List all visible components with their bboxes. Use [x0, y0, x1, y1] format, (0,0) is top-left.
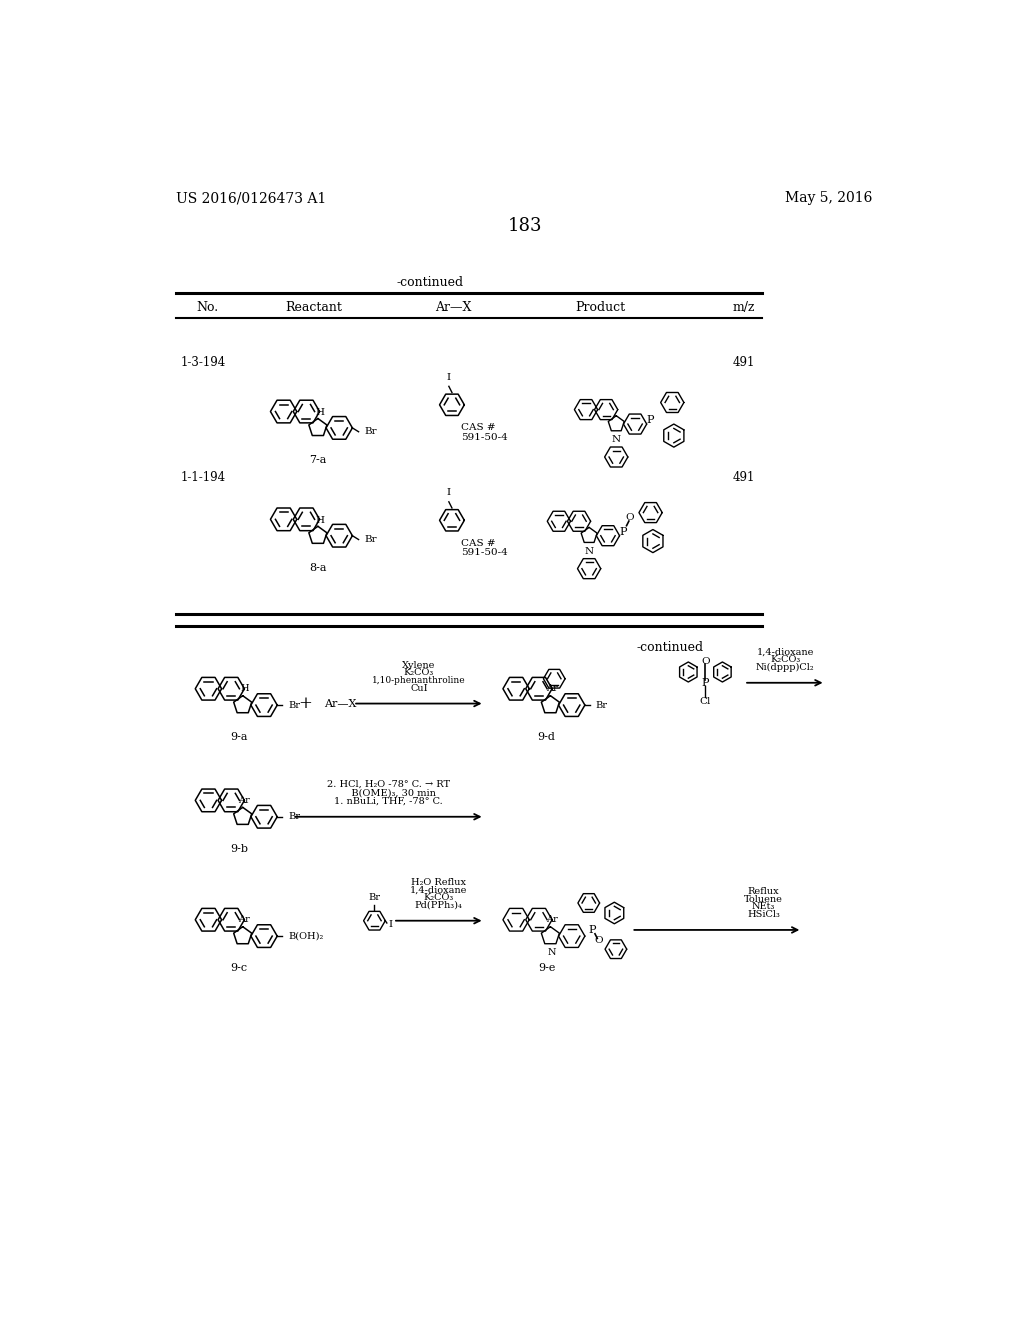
Text: O: O — [626, 513, 634, 523]
Text: P: P — [701, 677, 710, 688]
Text: Product: Product — [575, 301, 626, 314]
Text: m/z: m/z — [733, 301, 756, 314]
Text: -continued: -continued — [396, 276, 464, 289]
Text: Ar—X: Ar—X — [324, 698, 356, 709]
Text: 1,10-phenanthroline: 1,10-phenanthroline — [372, 676, 466, 685]
Text: Br: Br — [369, 894, 381, 903]
Text: Br: Br — [596, 701, 607, 710]
Text: 1. nBuLi, THF, -78° C.: 1. nBuLi, THF, -78° C. — [334, 797, 443, 807]
Text: Toluene: Toluene — [744, 895, 783, 904]
Text: P: P — [589, 925, 596, 935]
Text: 9-e: 9-e — [538, 964, 555, 973]
Text: Ar: Ar — [239, 915, 250, 924]
Text: 9-b: 9-b — [229, 843, 248, 854]
Text: N: N — [548, 948, 556, 957]
Text: H: H — [315, 516, 325, 525]
Text: 1-1-194: 1-1-194 — [180, 471, 226, 484]
Text: Ni(dppp)Cl₂: Ni(dppp)Cl₂ — [756, 663, 814, 672]
Text: 491: 491 — [733, 356, 756, 370]
Text: 9-c: 9-c — [230, 964, 248, 973]
Text: K₂CO₃: K₂CO₃ — [424, 894, 454, 903]
Text: Br: Br — [288, 812, 300, 821]
Text: Xylene: Xylene — [402, 661, 435, 669]
Text: Ar: Ar — [239, 796, 250, 805]
Text: I: I — [446, 372, 451, 381]
Text: Br: Br — [365, 535, 378, 544]
Text: Reflux: Reflux — [748, 887, 779, 896]
Text: N: N — [611, 436, 621, 445]
Text: NEt₃: NEt₃ — [752, 903, 775, 911]
Text: 9-a: 9-a — [230, 733, 248, 742]
Text: 8-a: 8-a — [309, 564, 327, 573]
Text: B(OH)₂: B(OH)₂ — [288, 932, 324, 941]
Text: 9-d: 9-d — [538, 733, 555, 742]
Text: B(OME)₃, 30 min: B(OME)₃, 30 min — [342, 788, 435, 797]
Text: 1-3-194: 1-3-194 — [180, 356, 226, 370]
Text: O: O — [595, 936, 603, 945]
Text: May 5, 2016: May 5, 2016 — [784, 191, 872, 206]
Text: CAS #: CAS # — [461, 539, 496, 548]
Text: K₂CO₃: K₂CO₃ — [770, 655, 801, 664]
Text: 2. HCl, H₂O -78° C. → RT: 2. HCl, H₂O -78° C. → RT — [327, 780, 451, 789]
Text: I: I — [446, 488, 451, 498]
Text: No.: No. — [197, 301, 218, 314]
Text: US 2016/0126473 A1: US 2016/0126473 A1 — [176, 191, 327, 206]
Text: H: H — [315, 408, 325, 417]
Text: H₂O Reflux: H₂O Reflux — [412, 878, 466, 887]
Text: Reactant: Reactant — [286, 301, 342, 314]
Text: K₂CO₃: K₂CO₃ — [403, 668, 434, 677]
Text: 183: 183 — [508, 218, 542, 235]
Text: 591-50-4: 591-50-4 — [461, 433, 508, 441]
Text: HSiCl₃: HSiCl₃ — [748, 911, 780, 919]
Text: Br: Br — [288, 701, 300, 710]
Text: 7-a: 7-a — [309, 455, 327, 466]
Text: H: H — [240, 684, 249, 693]
Text: CAS #: CAS # — [461, 424, 496, 432]
Text: Ar—X: Ar—X — [435, 301, 472, 314]
Text: I: I — [388, 920, 392, 929]
Text: O: O — [701, 657, 710, 665]
Text: Ar: Ar — [546, 915, 558, 924]
Text: N: N — [585, 546, 594, 556]
Text: CuI: CuI — [410, 684, 428, 693]
Text: Ar: Ar — [546, 684, 558, 693]
Text: -continued: -continued — [637, 640, 705, 653]
Text: 591-50-4: 591-50-4 — [461, 548, 508, 557]
Text: Pd(PPh₃)₄: Pd(PPh₃)₄ — [415, 902, 463, 909]
Text: +: + — [298, 696, 312, 711]
Text: 1,4-dioxane: 1,4-dioxane — [757, 648, 814, 656]
Text: 491: 491 — [733, 471, 756, 484]
Text: Br: Br — [365, 428, 378, 436]
Text: Cl: Cl — [699, 697, 711, 706]
Text: P: P — [620, 527, 628, 537]
Text: P: P — [647, 416, 654, 425]
Text: 1,4-dioxane: 1,4-dioxane — [410, 886, 468, 895]
